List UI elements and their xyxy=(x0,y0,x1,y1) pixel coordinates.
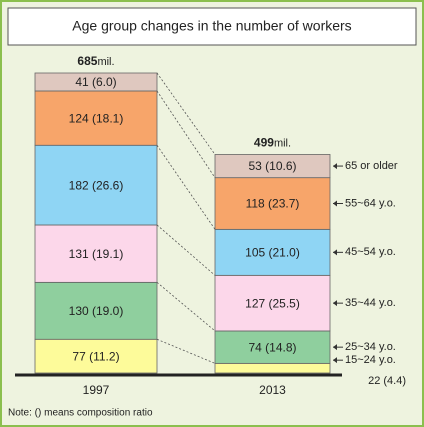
value-label: 53 (10.6) xyxy=(248,159,296,173)
value-label: 118 (23.7) xyxy=(246,197,300,211)
value-label: 41 (6.0) xyxy=(75,75,116,89)
bar-segment xyxy=(34,72,158,92)
connector xyxy=(156,90,216,178)
bar-segment xyxy=(34,144,158,226)
value-label: 22 (4.4) xyxy=(368,375,406,387)
value-label: 130 (19.0) xyxy=(69,304,124,318)
legend-label: 15~24 y.o. xyxy=(345,354,396,366)
value-label: 127 (25.5) xyxy=(245,296,300,310)
bar-segment xyxy=(214,274,331,332)
value-label: 77 (11.2) xyxy=(72,349,119,363)
total-label: 685mil. xyxy=(77,54,114,68)
legend-label: 55~64 y.o. xyxy=(345,197,396,209)
bar-segment xyxy=(214,177,331,230)
chart-title: Age group changes in the number of worke… xyxy=(72,18,351,34)
legend-arrowhead xyxy=(333,200,337,207)
connector xyxy=(156,224,216,276)
note: Note: () means composition ratio xyxy=(8,408,153,419)
bar-segment xyxy=(34,224,158,283)
legend-arrowhead xyxy=(333,344,337,351)
value-label: 182 (26.6) xyxy=(69,178,124,192)
bar-segment xyxy=(214,154,331,179)
bar-segment xyxy=(214,330,331,364)
legend-arrowhead xyxy=(333,300,337,307)
total-value: 685 xyxy=(77,54,97,68)
value-label: 124 (18.1) xyxy=(69,111,124,125)
connector xyxy=(156,338,216,364)
legend-label: 65 or older xyxy=(345,160,398,172)
value-label: 131 (19.1) xyxy=(69,247,124,261)
connector xyxy=(156,145,216,230)
value-label: 74 (14.8) xyxy=(248,340,296,354)
legend-label: 45~54 y.o. xyxy=(345,246,396,258)
legend-arrowhead xyxy=(333,249,337,256)
legend-label: 35~44 y.o. xyxy=(345,297,396,309)
connector xyxy=(156,72,216,155)
legend-label: 25~34 y.o. xyxy=(345,341,396,353)
title-box xyxy=(7,7,417,46)
x-tick-label: 1997 xyxy=(83,383,110,397)
bar-segment xyxy=(34,281,158,340)
bar-segment xyxy=(34,90,158,146)
x-tick-label: 2013 xyxy=(259,383,286,397)
legend-arrowhead xyxy=(333,357,337,364)
connector xyxy=(156,282,216,332)
legend-arrowhead xyxy=(333,163,337,170)
bar-segment xyxy=(214,362,331,374)
total-label: 499mil. xyxy=(254,136,291,150)
value-label: 105 (21.0) xyxy=(245,246,300,260)
total-unit: mil. xyxy=(274,137,291,149)
total-value: 499 xyxy=(254,136,274,150)
total-unit: mil. xyxy=(97,56,114,68)
